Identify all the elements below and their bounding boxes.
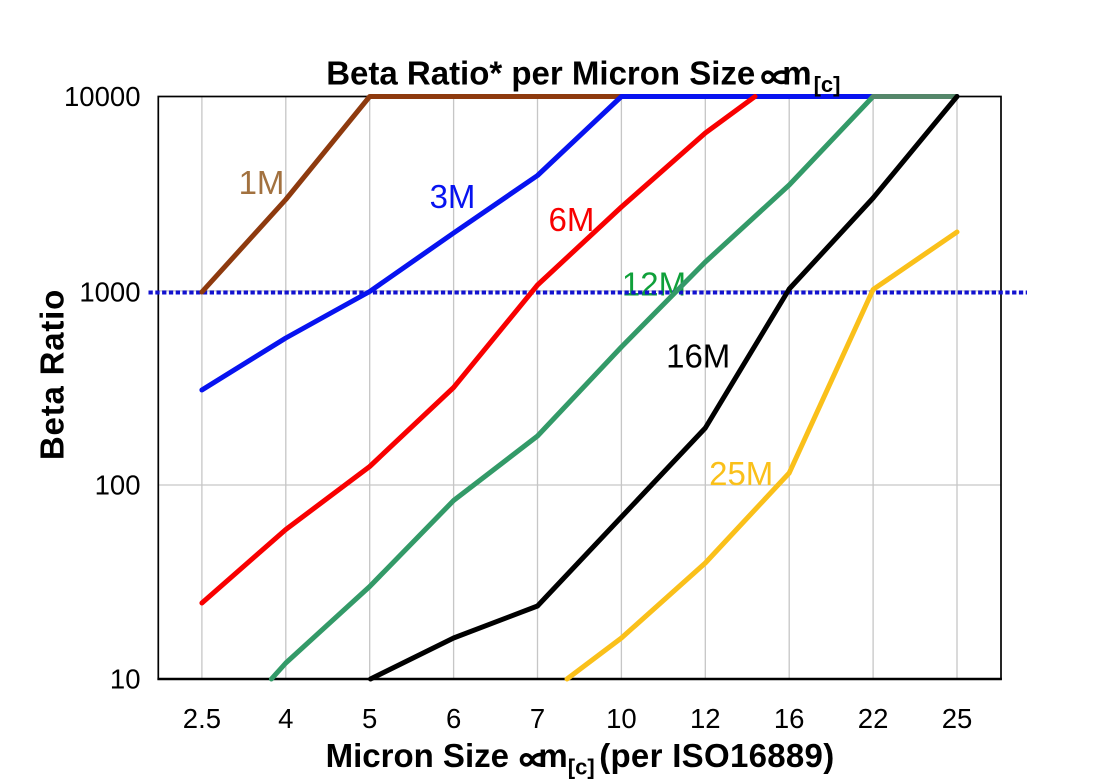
svg-text:(per ISO16889): (per ISO16889) <box>599 737 834 774</box>
svg-text:10000: 10000 <box>64 81 140 112</box>
svg-text:Beta Ratio* per Micron Size: Beta Ratio* per Micron Size <box>326 55 755 92</box>
svg-text:10: 10 <box>606 703 637 734</box>
svg-text:m: m <box>782 55 811 92</box>
svg-text:m: m <box>538 737 567 774</box>
svg-text:3M: 3M <box>430 178 476 215</box>
svg-text:10: 10 <box>110 664 141 695</box>
svg-text:12M: 12M <box>622 266 686 303</box>
svg-text:Beta Ratio: Beta Ratio <box>34 289 71 460</box>
svg-text:2.5: 2.5 <box>183 703 221 734</box>
svg-text:22: 22 <box>858 703 889 734</box>
svg-text:25M: 25M <box>709 455 773 492</box>
svg-text:6M: 6M <box>548 201 594 238</box>
svg-text:[c]: [c] <box>568 755 595 780</box>
svg-text:16M: 16M <box>666 338 730 375</box>
svg-text:4: 4 <box>278 703 293 734</box>
svg-text:5: 5 <box>362 703 377 734</box>
svg-text:[c]: [c] <box>814 72 841 97</box>
svg-text:25: 25 <box>942 703 973 734</box>
svg-text:7: 7 <box>530 703 545 734</box>
svg-text:100: 100 <box>95 470 141 501</box>
svg-text:1M: 1M <box>239 164 285 201</box>
svg-text:6: 6 <box>446 703 461 734</box>
svg-text:12: 12 <box>690 703 721 734</box>
svg-text:Micron Size: Micron Size <box>326 737 509 774</box>
svg-text:1000: 1000 <box>79 277 140 308</box>
svg-text:16: 16 <box>774 703 805 734</box>
